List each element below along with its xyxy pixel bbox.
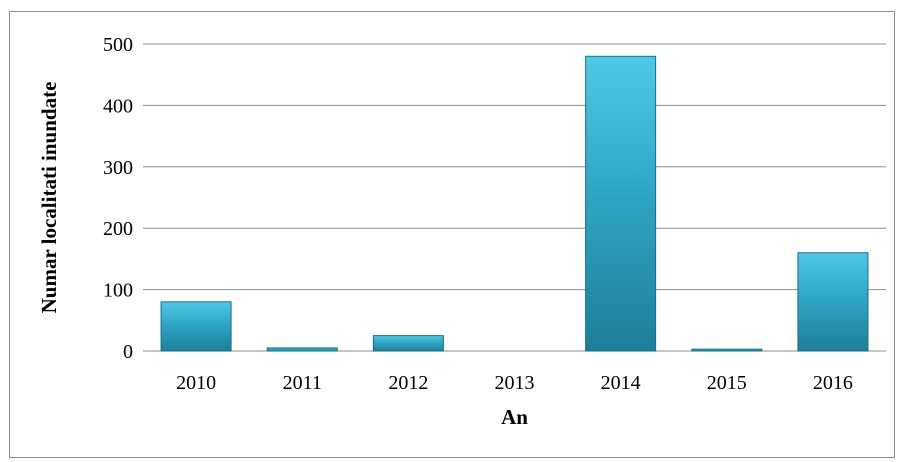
x-tick-labels: 2010 2011 2012 2013 2014 2015 2016 xyxy=(176,372,853,394)
bar-2012 xyxy=(372,335,444,352)
x-tick-label: 2011 xyxy=(283,372,322,394)
x-tick-label: 2015 xyxy=(707,372,747,394)
y-tick-label: 200 xyxy=(103,218,133,240)
y-tick-label: 0 xyxy=(123,341,133,363)
x-tick-label: 2016 xyxy=(813,372,853,394)
bar-2015 xyxy=(691,348,763,352)
y-tick-label: 100 xyxy=(103,280,133,302)
y-tick-label: 500 xyxy=(103,34,133,56)
y-tick-labels: 0 100 200 300 400 500 xyxy=(103,34,133,363)
x-tick-label: 2010 xyxy=(176,372,216,394)
bar-2010 xyxy=(160,301,232,352)
x-tick-label: 2013 xyxy=(495,372,535,394)
x-axis-title: An xyxy=(501,405,528,429)
gridlines xyxy=(143,43,886,352)
bars xyxy=(160,55,869,352)
chart-frame: 0 100 200 300 400 500 2010 2011 2012 2013 2014 201… xyxy=(9,11,895,458)
bar-2014 xyxy=(585,55,657,352)
bar-2016 xyxy=(797,252,869,352)
x-tick-label: 2012 xyxy=(388,372,428,394)
y-tick-label: 300 xyxy=(103,157,133,179)
x-tick-label: 2014 xyxy=(601,372,641,394)
bar-2011 xyxy=(266,347,338,352)
y-tick-label: 400 xyxy=(103,95,133,117)
y-axis-title: Numar localitati inundate xyxy=(37,82,61,314)
